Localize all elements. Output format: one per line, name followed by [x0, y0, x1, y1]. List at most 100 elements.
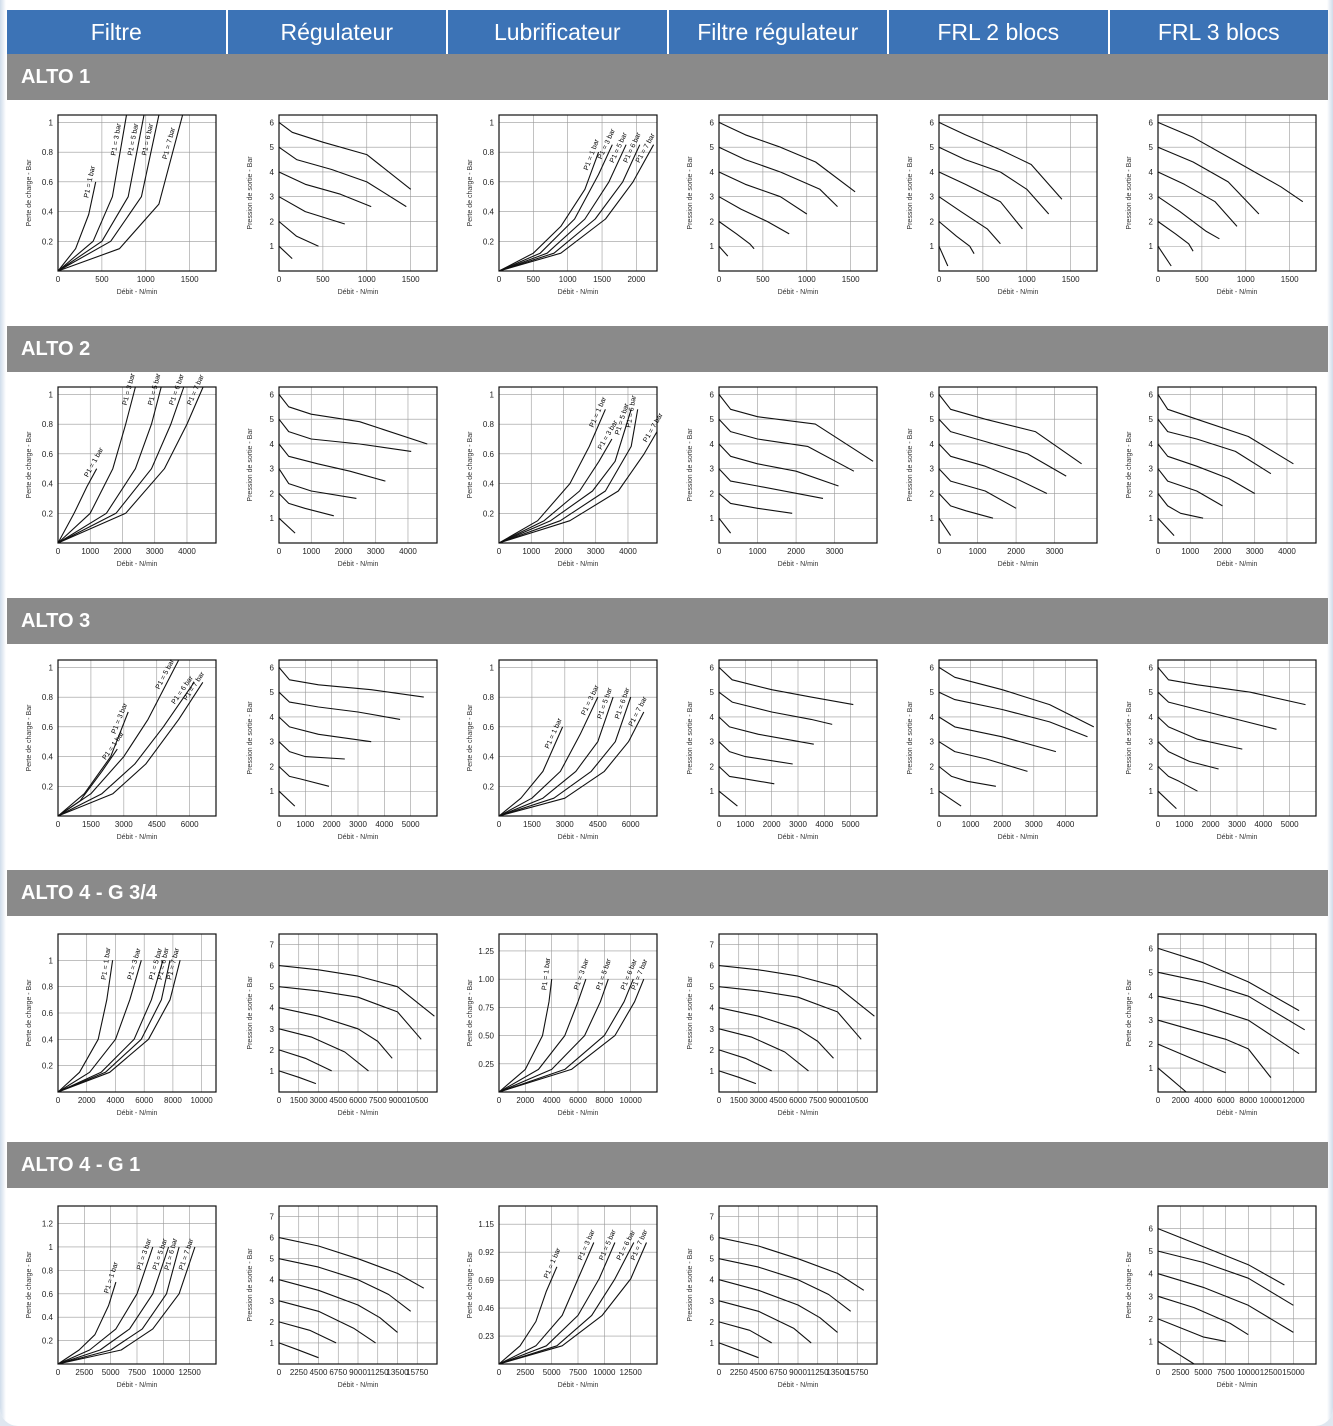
y-axis-label: Pression de sortie - Bar: [687, 428, 694, 502]
x-tick-label: 2000: [1172, 1096, 1190, 1105]
series-line: [718, 196, 790, 235]
gridlines: [58, 115, 216, 271]
y-tick-label: 0.4: [483, 753, 495, 762]
series-line: [1157, 667, 1306, 706]
x-tick-label: 0: [497, 1368, 502, 1377]
plot-frame: [278, 386, 438, 544]
y-tick-label: 1: [49, 663, 54, 672]
x-tick-label: 6750: [329, 1368, 347, 1377]
x-tick-label: 1000: [969, 547, 987, 556]
series-line: [278, 394, 428, 445]
series-line: [498, 711, 645, 817]
y-tick-label: 2: [1149, 1040, 1154, 1049]
gridlines: [719, 387, 877, 543]
series-line: [57, 181, 97, 272]
x-tick-label: 500: [1195, 275, 1209, 284]
chart-a4g34-regulateur: 0 1500 3000 4500 6000 7500 9000 10500 1 2 3 4 5 6 7 Déb…: [247, 933, 438, 1117]
plot-frame: [57, 933, 217, 1093]
y-tick-label: 4: [270, 713, 275, 722]
chart-a3-regulateur: 0 1000 2000 3000 4000 5000 1 2 3 4 5 6 Débit - N/min…: [247, 659, 438, 841]
series-line: [1157, 221, 1194, 252]
series-line: [718, 394, 874, 462]
series-line: [498, 978, 587, 1093]
x-tick-label: 10500: [406, 1096, 429, 1105]
y-tick-label: 1: [49, 118, 54, 127]
x-tick-label: 3000: [1228, 820, 1246, 829]
y-tick-label: 5: [930, 415, 935, 424]
series-line: [938, 517, 952, 536]
y-tick-label: 0.4: [42, 480, 54, 489]
chart-a1-frl3: 0 500 1000 1500 1 2 3 4 5 6 Débit - N/min Pression …: [1126, 114, 1317, 296]
x-tick-label: 15750: [846, 1368, 869, 1377]
y-tick-label: 0.69: [478, 1276, 494, 1285]
y-tick-label: 2: [930, 217, 935, 226]
x-tick-label: 0: [497, 1096, 502, 1105]
y-tick-label: 7: [710, 1213, 715, 1222]
series-group: [938, 666, 1095, 807]
y-tick-label: 0.2: [42, 1062, 54, 1071]
x-tick-label: 3000: [750, 1096, 768, 1105]
y-axis-label: Pression de sortie - Bar: [247, 428, 254, 502]
y-tick-label: 1.25: [478, 947, 494, 956]
y-tick-label: 6: [270, 118, 275, 127]
plot-frame: [278, 114, 438, 272]
x-tick-label: 2500: [1172, 1368, 1190, 1377]
series-line: [498, 1242, 595, 1365]
series-line: [718, 171, 808, 215]
y-tick-label: 3: [1149, 1016, 1154, 1025]
chart-a4g1-filtre: 0 2500 5000 7500 10000 12500 0.2 0.4 0.6 0.8 1 1.2 D…: [26, 1205, 217, 1389]
y-tick-label: 0.2: [42, 1337, 54, 1346]
y-tick-label: 3: [710, 1025, 715, 1034]
series-line: [278, 790, 296, 807]
x-tick-label: 3000: [349, 820, 367, 829]
y-tick-label: 1: [49, 956, 54, 965]
y-tick-label: 6: [710, 118, 715, 127]
series-line: [718, 493, 793, 514]
x-tick-label: 2000: [1007, 547, 1025, 556]
plot-frame: [718, 933, 878, 1093]
series-line: [498, 144, 641, 272]
series-group: [718, 394, 874, 534]
row-header-alto-4-g34: ALTO 4 - G 3/4: [7, 870, 1328, 916]
y-tick-label: 0.2: [483, 782, 495, 791]
x-tick-label: 1000: [559, 275, 577, 284]
y-tick-label: 7: [710, 941, 715, 950]
y-tick-label: 3: [1149, 738, 1154, 747]
gridlines: [499, 387, 657, 543]
series-line: [1157, 517, 1175, 536]
chart-a1-regulateur: 0 500 1000 1500 1 2 3 4 5 6 Débit - N/min Pression …: [247, 114, 438, 296]
y-tick-label: 0.2: [42, 782, 54, 791]
x-axis-label: Débit - N/min: [338, 834, 379, 841]
y-tick-label: 1: [710, 1339, 715, 1348]
y-tick-label: 3: [270, 1297, 275, 1306]
plot-frame: [1157, 386, 1317, 544]
x-tick-label: 2000: [78, 1096, 96, 1105]
y-tick-label: 0.2: [42, 237, 54, 246]
series-line: [498, 1242, 648, 1365]
chart-a3-frl2: 0 1000 2000 3000 4000 1 2 3 4 5 6 Débit - N/min Pres…: [907, 659, 1098, 841]
x-tick-label: 10500: [846, 1096, 869, 1105]
series-line: [498, 409, 632, 544]
y-tick-label: 5: [270, 1255, 275, 1264]
series-line: [278, 245, 293, 260]
x-tick-label: 1500: [181, 275, 199, 284]
x-tick-label: 1500: [1062, 275, 1080, 284]
chart-a2-frl3: 0 1000 2000 3000 4000 1 2 3 4 5 6 Débit - N/min Pert…: [1126, 386, 1317, 568]
chart-a2-lubrificateur: 0 1000 2000 3000 4000 0.2 0.4 0.6 0.8 1 Débit - N/…: [467, 386, 665, 568]
y-tick-label: 4: [270, 1004, 275, 1013]
series-line: [1157, 971, 1305, 1031]
y-tick-label: 6: [270, 390, 275, 399]
x-tick-label: 0: [497, 820, 502, 829]
x-tick-label: 500: [756, 275, 770, 284]
column-header-filtre: Filtre: [7, 10, 228, 54]
gridlines: [58, 1206, 216, 1364]
series-line: [1157, 741, 1219, 770]
y-tick-label: 4: [930, 168, 935, 177]
series-line: [1157, 947, 1300, 1012]
plot-frame: [1157, 1205, 1317, 1365]
series-line: [57, 386, 204, 544]
series-line: [57, 1246, 180, 1365]
x-tick-label: 1500: [402, 275, 420, 284]
